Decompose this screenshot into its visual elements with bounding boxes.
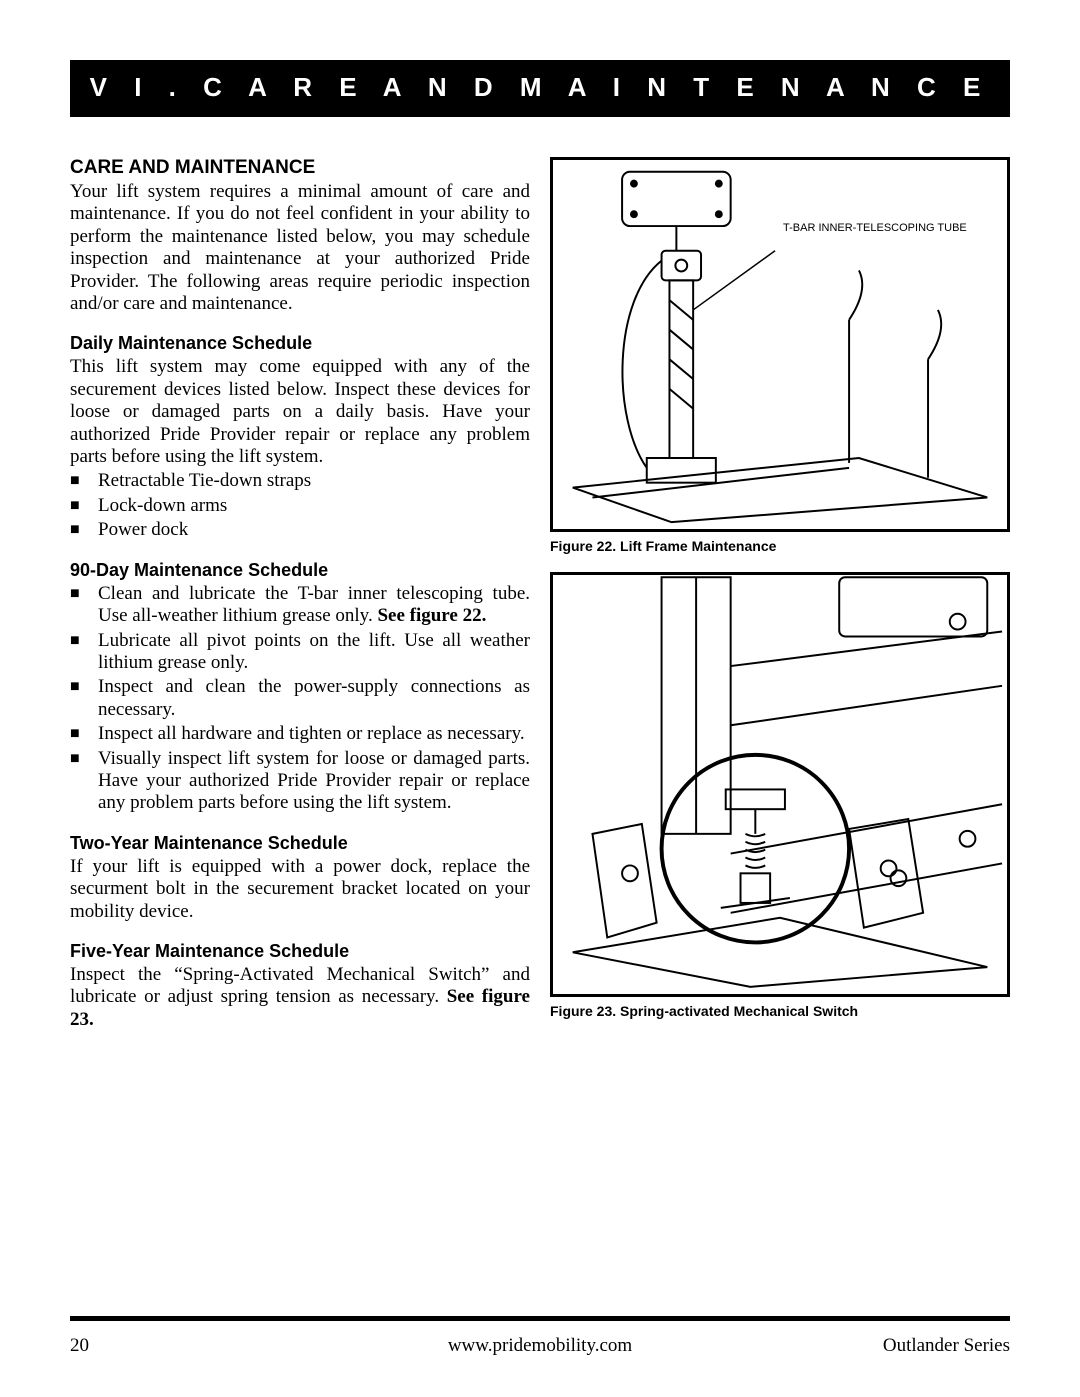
content-two-column: CARE AND MAINTENANCE Your lift system re… — [70, 157, 1010, 1276]
heading-fiveyear: Five-Year Maintenance Schedule — [70, 941, 530, 962]
figure-22-box: T-BAR INNER-TELESCOPING TUBE — [550, 157, 1010, 532]
figure-23-box — [550, 572, 1010, 997]
para-fiveyear: Inspect the “Spring-Activated Mechanical… — [70, 964, 530, 1031]
list-daily: Retractable Tie-down straps Lock-down ar… — [70, 470, 530, 541]
para-care-maintenance: Your lift system requires a minimal amou… — [70, 181, 530, 315]
footer-page-number: 20 — [70, 1335, 305, 1357]
figure-23-caption: Figure 23. Spring-activated Mechanical S… — [550, 1003, 1010, 1019]
footer-url: www.pridemobility.com — [305, 1335, 775, 1357]
page-footer: 20 www.pridemobility.com Outlander Serie… — [70, 1316, 1010, 1357]
column-right: T-BAR INNER-TELESCOPING TUBE Figure 22. … — [550, 157, 1010, 1276]
list-item: Inspect and clean the power-supply conne… — [70, 676, 530, 721]
list-item: Lubricate all pivot points on the lift. … — [70, 630, 530, 675]
column-left: CARE AND MAINTENANCE Your lift system re… — [70, 157, 530, 1276]
chapter-banner: V I . C A R E A N D M A I N T E N A N C … — [70, 60, 1010, 117]
list-item: Clean and lubricate the T-bar inner tele… — [70, 583, 530, 628]
list-item: Lock-down arms — [70, 495, 530, 517]
heading-care-maintenance: CARE AND MAINTENANCE — [70, 157, 530, 179]
para-twoyear: If your lift is equipped with a power do… — [70, 856, 530, 923]
footer-series: Outlander Series — [775, 1335, 1010, 1357]
list-90day: Clean and lubricate the T-bar inner tele… — [70, 583, 530, 815]
figure-23-illustration — [553, 575, 1007, 994]
heading-90day: 90-Day Maintenance Schedule — [70, 560, 530, 581]
page: V I . C A R E A N D M A I N T E N A N C … — [0, 0, 1080, 1397]
figure-22-caption: Figure 22. Lift Frame Maintenance — [550, 538, 1010, 554]
list-item: Visually inspect lift system for loose o… — [70, 748, 530, 815]
list-item: Inspect all hardware and tighten or repl… — [70, 723, 530, 745]
heading-daily: Daily Maintenance Schedule — [70, 333, 530, 354]
heading-twoyear: Two-Year Maintenance Schedule — [70, 833, 530, 854]
list-item: Retractable Tie-down straps — [70, 470, 530, 492]
para-daily: This lift system may come equipped with … — [70, 356, 530, 468]
figure-22-illustration — [553, 160, 1007, 529]
figure-22-label: T-BAR INNER-TELESCOPING TUBE — [783, 222, 973, 235]
list-item: Power dock — [70, 519, 530, 541]
